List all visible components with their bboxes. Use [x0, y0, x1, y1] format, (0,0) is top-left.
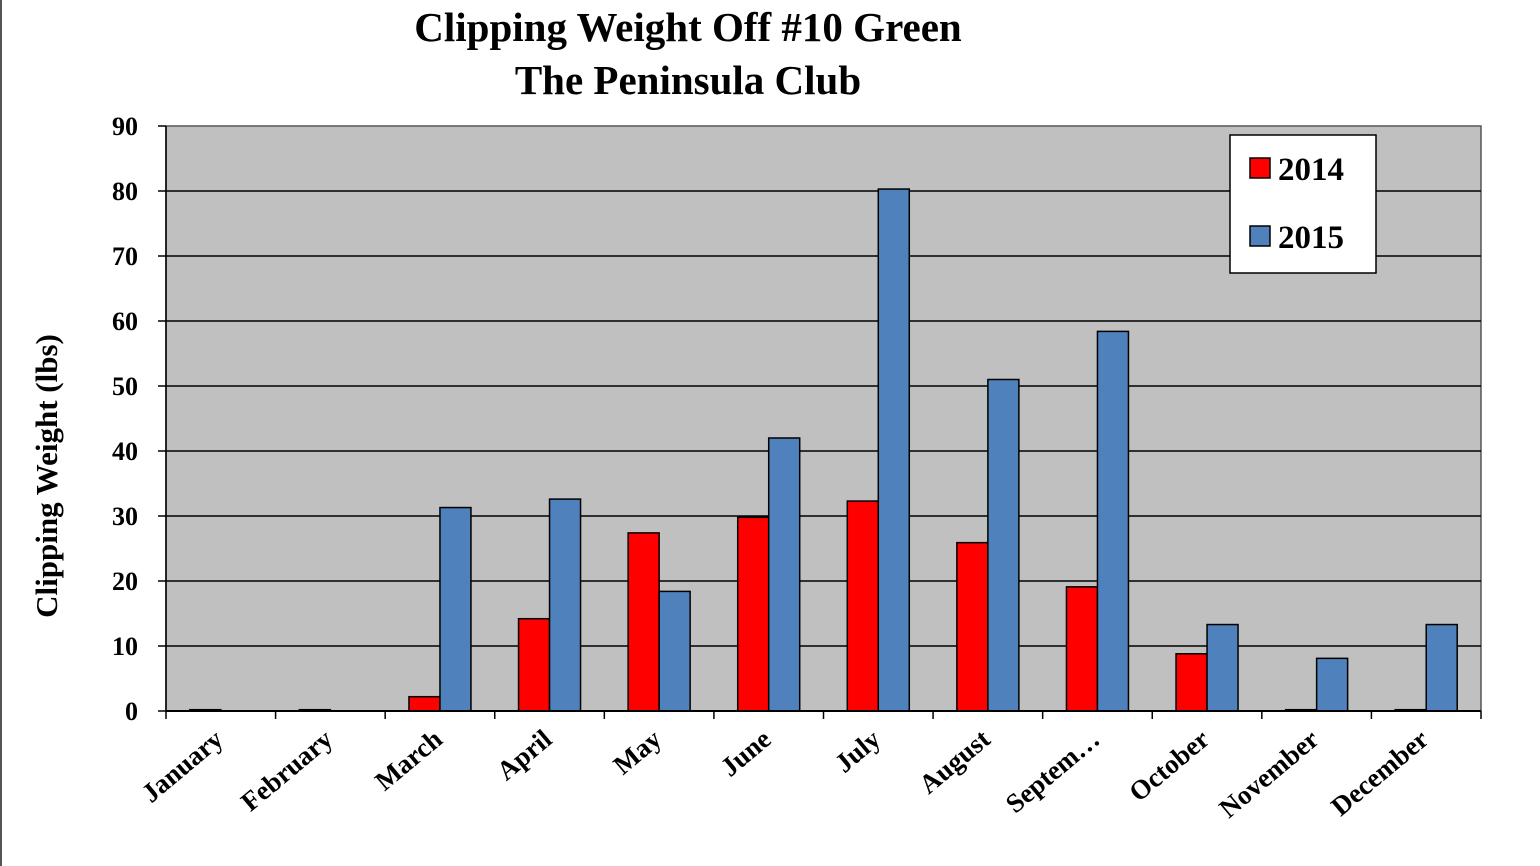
- x-tick-label: November: [1213, 724, 1324, 824]
- x-tick-labels: January February March April May June July Augu…: [136, 723, 1434, 823]
- bar-2015-august: [987, 378, 1020, 712]
- bar-2015-april: [548, 498, 582, 712]
- bar-2015-october: [1206, 623, 1239, 712]
- x-tick-label: March: [369, 724, 448, 797]
- bar-2014-june: [736, 516, 770, 712]
- y-tick-labels: 0 10 20 30 40 50 60 70 80 90: [112, 112, 138, 726]
- y-tick-label: 60: [112, 307, 138, 336]
- y-tick-label: 50: [112, 372, 138, 401]
- x-tick-label: June: [715, 724, 777, 783]
- legend-swatch-2015: [1249, 225, 1271, 247]
- bar-2015-march: [439, 506, 472, 712]
- legend-label-2015: 2015: [1278, 220, 1344, 256]
- bar-2014-septem…: [1065, 586, 1099, 712]
- chart-title: Clipping Weight Off #10 Green: [414, 4, 962, 50]
- y-tick-label: 70: [112, 242, 138, 271]
- bar-2015-july: [877, 188, 911, 712]
- x-tick-label: December: [1325, 724, 1434, 822]
- bar-2014-august: [956, 541, 989, 712]
- bar-2014-march: [408, 695, 441, 712]
- x-tick-label: May: [607, 723, 667, 780]
- y-tick-label: 0: [125, 697, 138, 726]
- y-tick-label: 30: [112, 502, 138, 531]
- bar-2014-may: [627, 532, 660, 712]
- x-tick-label: February: [235, 723, 339, 817]
- bar-2015-june: [767, 437, 801, 712]
- y-tick-label: 40: [112, 437, 138, 466]
- bar-2015-septem…: [1096, 330, 1130, 712]
- y-tick-label: 20: [112, 567, 138, 596]
- legend-label-2014: 2014: [1278, 152, 1344, 188]
- legend-swatch-2014: [1249, 157, 1271, 179]
- axes: [158, 125, 1482, 719]
- chart-subtitle: The Peninsula Club: [515, 57, 861, 103]
- x-tick-label: October: [1123, 724, 1215, 808]
- legend: 2014 2015: [1229, 134, 1377, 274]
- bar-2014-july: [846, 500, 880, 712]
- bar-2014-october: [1175, 653, 1208, 712]
- x-tick-label: April: [491, 723, 558, 786]
- x-tick-label: Septem…: [1000, 724, 1105, 819]
- x-tick-label: January: [136, 723, 229, 808]
- bar-2015-november: [1315, 657, 1349, 712]
- y-tick-label: 90: [112, 112, 138, 141]
- bar-2015-may: [658, 590, 691, 712]
- bar-2015-december: [1425, 623, 1458, 712]
- x-tick-label: July: [829, 723, 887, 778]
- y-tick-label: 10: [112, 632, 138, 661]
- y-axis-title: Clipping Weight (lbs): [29, 334, 64, 618]
- y-tick-label: 80: [112, 177, 138, 206]
- bar-2014-april: [517, 617, 551, 712]
- x-tick-label: August: [913, 724, 996, 800]
